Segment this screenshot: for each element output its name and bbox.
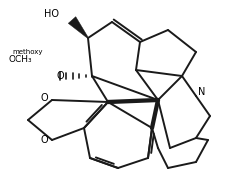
Text: methoxy: methoxy — [13, 49, 43, 55]
Text: HO: HO — [44, 9, 59, 19]
Polygon shape — [68, 17, 88, 38]
Text: O: O — [40, 93, 48, 103]
Text: N: N — [197, 87, 205, 97]
Text: O: O — [40, 135, 48, 145]
Text: O: O — [56, 71, 63, 81]
Text: OCH₃: OCH₃ — [8, 55, 32, 64]
